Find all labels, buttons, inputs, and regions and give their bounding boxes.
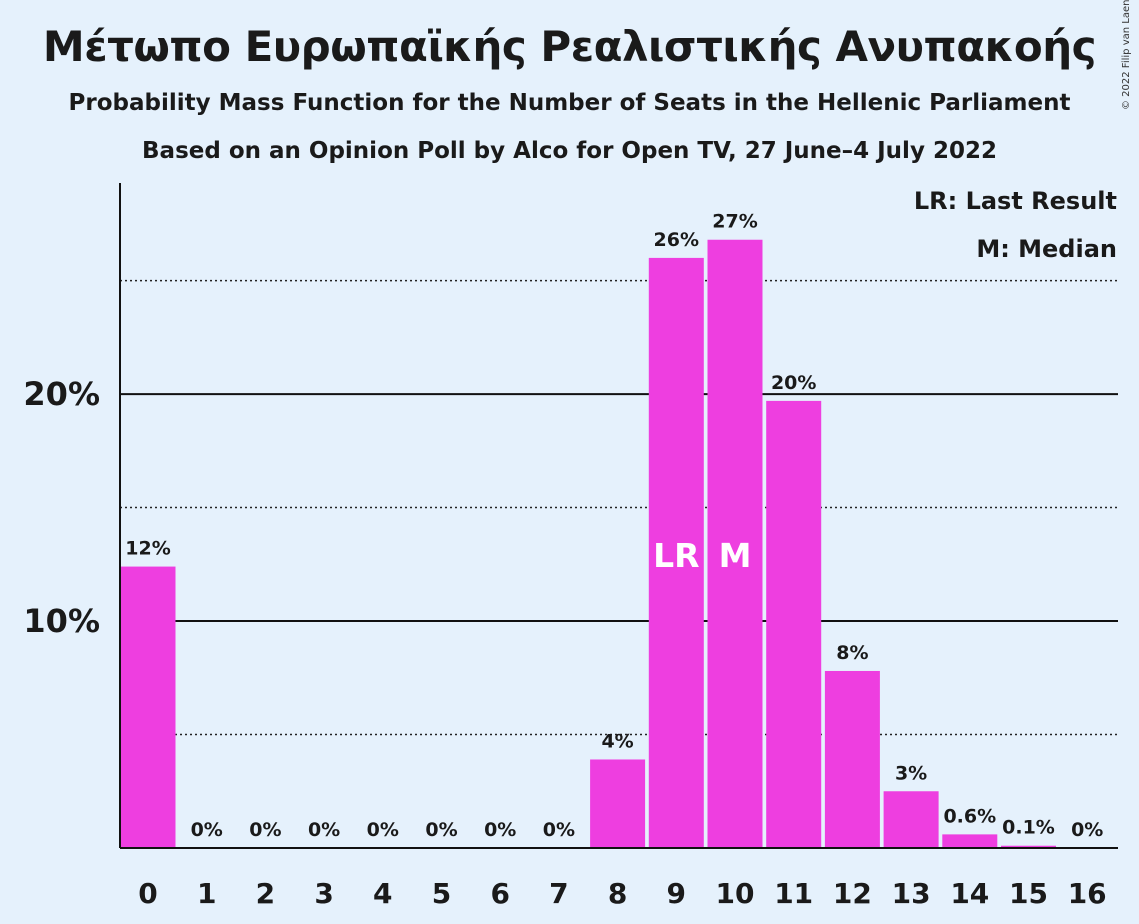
x-tick-label: 13 — [892, 877, 931, 910]
axes: 10% 20% — [23, 183, 1118, 849]
bar-value-label: 12% — [125, 538, 170, 560]
bar — [1001, 845, 1056, 848]
x-tick-label: 2 — [256, 877, 275, 910]
bar — [648, 257, 704, 849]
legend-entry: LR: Last Result — [914, 187, 1117, 215]
gridlines — [120, 279, 1118, 736]
bar-value-label: 0% — [249, 819, 281, 841]
x-tick-label: 10 — [716, 877, 755, 910]
bar-value-label: 0% — [308, 819, 340, 841]
chart-source: Based on an Opinion Poll by Alco for Ope… — [142, 138, 997, 164]
x-tick-label: 14 — [950, 877, 989, 910]
bars — [120, 239, 1056, 849]
x-tick-label: 15 — [1009, 877, 1048, 910]
chart-subtitle: Probability Mass Function for the Number… — [68, 90, 1071, 116]
bar-value-label: 0% — [425, 819, 457, 841]
bar — [707, 239, 763, 849]
bar — [942, 834, 998, 848]
bar-marker-label: M — [719, 536, 752, 575]
bar-value-label: 0% — [367, 819, 399, 841]
bar-value-label: 0% — [1071, 819, 1103, 841]
x-tick-label: 0 — [138, 877, 157, 910]
bar-value-label: 3% — [895, 762, 927, 784]
bar-marker-label: LR — [653, 536, 699, 575]
x-tick-label: 9 — [667, 877, 686, 910]
bar-value-label: 0% — [484, 819, 516, 841]
x-tick-label: 16 — [1068, 877, 1107, 910]
bar-value-label: 20% — [771, 372, 816, 394]
x-tick-label: 3 — [314, 877, 333, 910]
bar-value-label: 0.1% — [1002, 817, 1055, 839]
x-tick-label: 6 — [490, 877, 509, 910]
x-tick-label: 4 — [373, 877, 392, 910]
bar-value-label: 0% — [191, 819, 223, 841]
x-tick-label: 8 — [608, 877, 627, 910]
chart-title: Μέτωπο Ευρωπαϊκής Ρεαλιστικής Ανυπακοής — [42, 22, 1097, 71]
x-tick-label: 5 — [432, 877, 451, 910]
bar-value-label: 8% — [836, 642, 868, 664]
labels: 12%00%10%20%30%40%50%60%74%826%927%1020%… — [125, 211, 1106, 910]
bar — [883, 791, 939, 848]
bar-value-label: 27% — [712, 211, 757, 233]
bar-value-label: 0.6% — [943, 805, 996, 827]
x-tick-label: 1 — [197, 877, 216, 910]
bar-value-label: 4% — [601, 730, 633, 752]
legend: LR: Last Result M: Median — [914, 187, 1117, 263]
bar — [590, 759, 646, 848]
x-tick-label: 11 — [774, 877, 813, 910]
legend-entry: M: Median — [976, 235, 1117, 263]
bar — [766, 400, 822, 848]
y-tick-label: 20% — [23, 375, 100, 413]
x-tick-label: 12 — [833, 877, 872, 910]
bar — [824, 670, 880, 848]
x-tick-label: 7 — [549, 877, 568, 910]
bar-value-label: 26% — [654, 229, 699, 251]
bar — [120, 566, 176, 848]
bar-value-label: 0% — [543, 819, 575, 841]
y-tick-label: 10% — [23, 602, 100, 640]
